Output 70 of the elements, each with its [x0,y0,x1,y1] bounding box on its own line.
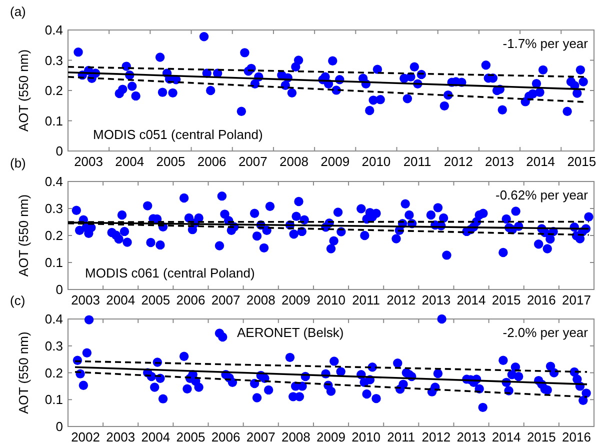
x-tick-label: 2014 [456,292,486,308]
x-tick-label: 2003 [71,292,100,308]
text: (c) [10,293,26,308]
x-tick-label: 2015 [492,292,521,308]
x-tick-label: 2005 [156,154,186,169]
x-tick-label: 2008 [281,430,310,443]
x-tick-label: 2012 [444,154,473,169]
x-tick-label: 2016 [562,430,591,443]
y-tick-label: 0.3 [44,338,63,354]
x-tick-label: 2002 [71,430,100,443]
x-tick-label: 2007 [246,430,276,443]
y-tick-label: 0.3 [44,52,63,68]
annotation: -1.7% per year [502,36,589,51]
annotation: MODIS c061 (central Poland) [85,266,255,280]
x-tick-label: 2005 [141,292,170,308]
x-tick-label: 2010 [352,430,381,443]
x-tick-label: 2004 [141,430,170,443]
x-tick-label: 2014 [526,154,556,169]
x-tick-label: 2013 [456,430,486,443]
text: (b) [10,156,26,170]
x-tick-label: 2015 [526,430,556,443]
x-tick-label: 2014 [492,430,521,443]
annotation: -0.62% per year [496,188,589,202]
x-tick-label: 2007 [211,292,240,308]
x-tick-label: 2013 [422,292,451,308]
x-tick-label: 2012 [422,430,451,443]
x-tick-label: 2010 [316,292,346,308]
y-axis-title: AOT (550 nm) [16,49,31,132]
annotation: AERONET (Belsk) [237,325,344,340]
y-tick-label: 0 [56,282,63,297]
x-tick-label: 2006 [211,430,240,443]
x-tick-label: 2008 [280,154,308,169]
y-tick-label: 0.2 [44,365,63,380]
y-axis-title: AOT (550 nm) [16,332,31,414]
x-tick-label: 2011 [403,154,432,169]
x-tick-label: 2005 [176,430,206,443]
x-tick-label: 2010 [362,154,391,169]
x-tick-label: 2016 [526,292,556,308]
x-tick-label: 2009 [316,430,346,443]
x-tick-label: 2009 [320,154,350,169]
y-tick-label: 0.4 [44,174,63,189]
y-tick-label: 0.1 [44,392,63,408]
x-tick-label: 2009 [281,292,310,308]
x-tick-label: 2015 [567,154,596,169]
y-tick-label: 0.3 [44,201,63,216]
y-tick-label: 0.4 [44,312,63,326]
x-tick-label: 2007 [238,154,268,169]
x-tick-label: 2004 [115,154,144,169]
y-tick-label: 0.1 [44,113,63,128]
annotation: -2.0% per year [502,325,589,340]
y-axis-title: AOT (550 nm) [16,194,31,277]
x-tick-label: 2011 [387,430,416,443]
y-tick-label: 0.2 [44,83,63,98]
y-tick-label: 0 [56,144,63,158]
x-tick-label: 2003 [106,430,136,443]
y-tick-label: 0.2 [44,228,63,243]
annotation: MODIS c051 (central Poland) [93,127,263,142]
x-tick-label: 2004 [106,292,136,308]
x-tick-label: 2006 [197,154,226,169]
text: (a) [10,4,26,19]
y-tick-label: 0 [56,419,63,434]
x-tick-label: 2013 [485,154,514,169]
x-tick-label: 2011 [352,292,380,308]
x-tick-label: 2012 [386,292,416,308]
x-tick-label: 2003 [74,154,104,169]
x-tick-label: 2017 [562,292,591,308]
x-tick-label: 2006 [176,292,206,308]
y-tick-label: 0.1 [44,255,63,270]
x-tick-label: 2008 [246,292,276,308]
y-tick-label: 0.4 [44,22,63,38]
